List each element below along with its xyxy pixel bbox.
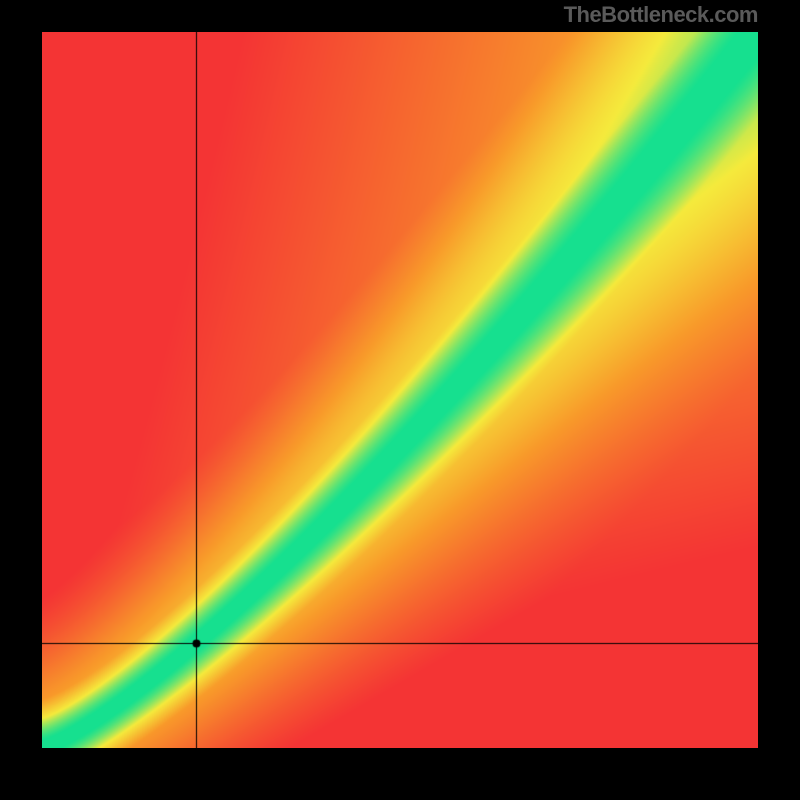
attribution-label: TheBottleneck.com: [564, 2, 758, 28]
bottleneck-heatmap: [42, 32, 758, 748]
chart-frame: TheBottleneck.com: [0, 0, 800, 800]
